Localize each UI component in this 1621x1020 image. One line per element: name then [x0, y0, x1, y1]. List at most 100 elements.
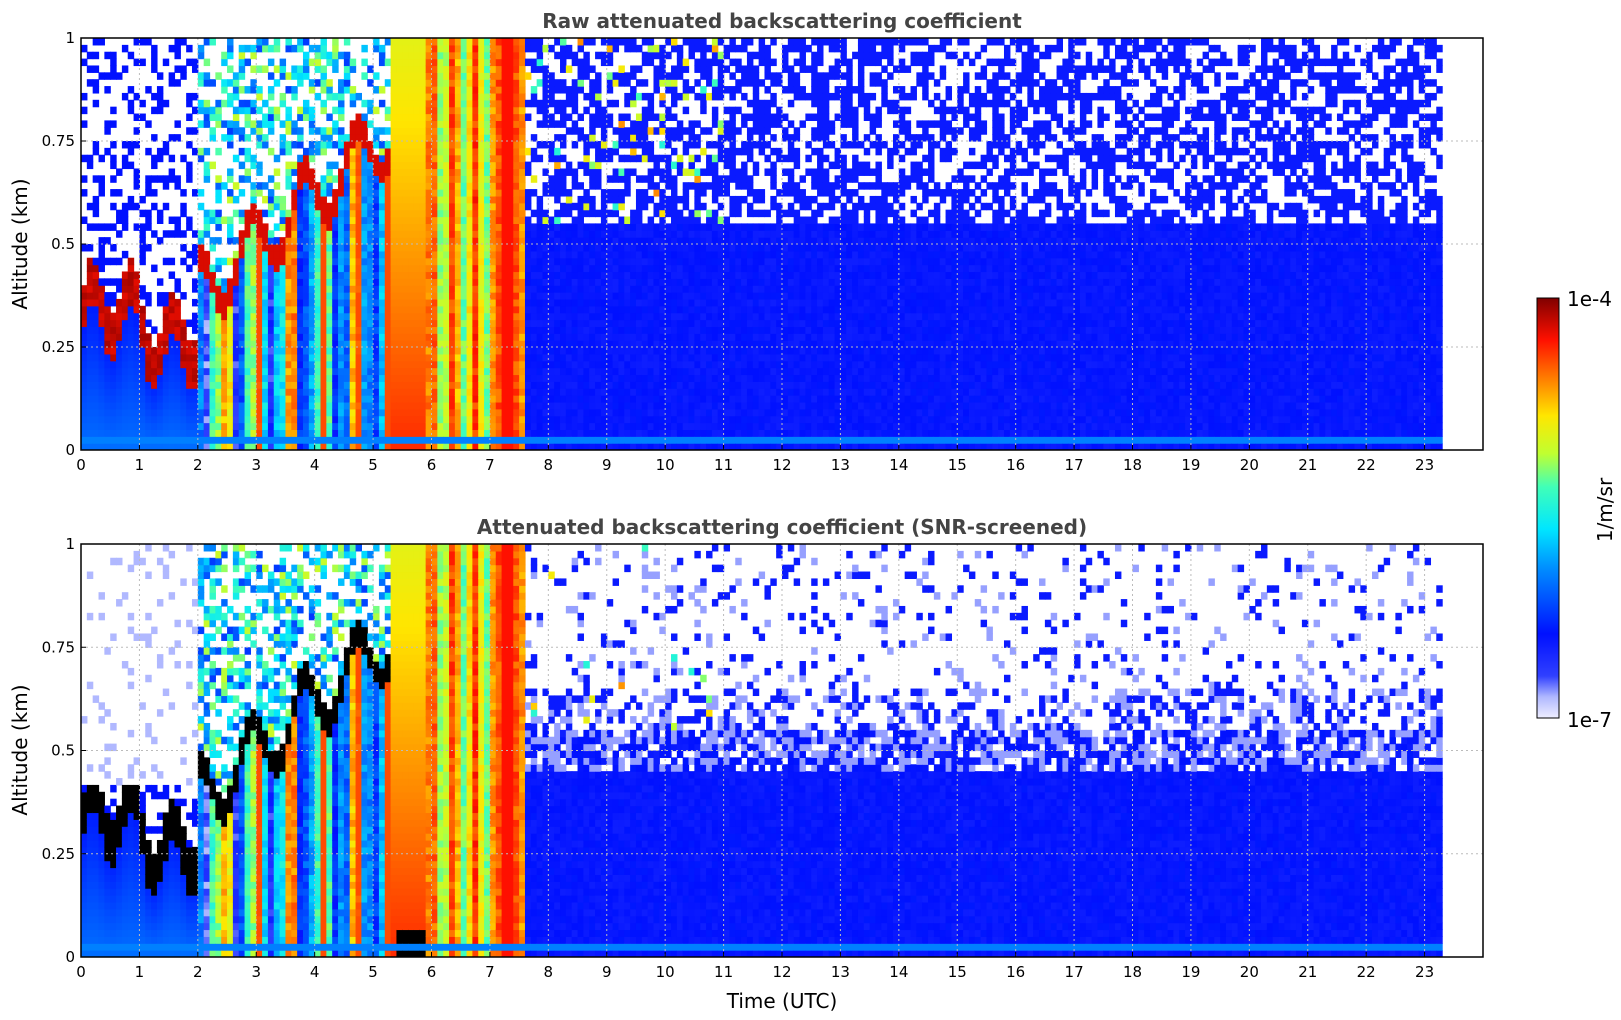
heatmap-cell [536, 312, 544, 321]
heatmap-cell [560, 347, 567, 355]
heatmap-cell [133, 305, 141, 314]
heatmap-cell [361, 429, 368, 437]
heatmap-cell [507, 237, 514, 245]
heatmap-cell [560, 86, 567, 94]
heatmap-cell [507, 216, 514, 224]
heatmap-cell [367, 285, 374, 293]
heatmap-cell [279, 264, 287, 273]
heatmap-cell [565, 51, 573, 60]
heatmap-cell [489, 367, 497, 376]
heatmap-cell [653, 285, 660, 293]
heatmap-cell [472, 86, 479, 94]
heatmap-cell [560, 134, 567, 142]
heatmap-cell [297, 443, 304, 450]
heatmap-cell [647, 58, 655, 67]
heatmap-cell [548, 443, 555, 450]
heatmap-cell [484, 216, 491, 224]
heatmap-cell [314, 360, 322, 369]
heatmap-cell [630, 305, 637, 314]
heatmap-cell [302, 319, 310, 327]
heatmap-cell [624, 292, 631, 300]
heatmap-cell [215, 264, 222, 273]
heatmap-cell [221, 285, 228, 293]
heatmap-cell [81, 244, 88, 252]
heatmap-cell [127, 147, 135, 156]
heatmap-cell [513, 292, 520, 300]
heatmap-cell [571, 429, 579, 437]
heatmap-cell [419, 367, 427, 376]
heatmap-cell [489, 79, 497, 87]
heatmap-cell [589, 298, 596, 307]
heatmap-cell [589, 141, 596, 149]
heatmap-cell [542, 92, 549, 101]
heatmap-cell [595, 92, 602, 101]
heatmap-cell [297, 257, 304, 266]
heatmap-cell [197, 147, 205, 156]
heatmap-cell [332, 237, 339, 245]
heatmap-cell [343, 353, 351, 362]
heatmap-cell [291, 141, 298, 149]
heatmap-cell [139, 388, 146, 396]
heatmap-cell [390, 79, 398, 87]
heatmap-cell [110, 65, 117, 73]
heatmap-cell [653, 388, 660, 396]
heatmap-cell [530, 429, 538, 437]
heatmap-cell [110, 408, 117, 417]
heatmap-cell [671, 271, 678, 279]
heatmap-cell [513, 443, 520, 450]
heatmap-cell [349, 202, 357, 211]
heatmap-cell [478, 99, 485, 108]
heatmap-cell [361, 175, 368, 183]
heatmap-cell [355, 161, 362, 170]
heatmap-cell [589, 209, 596, 218]
heatmap-cell [466, 401, 473, 410]
heatmap-cell [367, 333, 374, 341]
heatmap-cell [495, 79, 503, 87]
heatmap-cell [419, 353, 427, 362]
heatmap-cell [145, 86, 152, 94]
heatmap-cell [86, 278, 94, 286]
heatmap-cell [156, 147, 164, 156]
heatmap-cell [203, 395, 211, 403]
heatmap-cell [589, 202, 596, 211]
heatmap-cell [361, 223, 368, 231]
heatmap-cell [589, 312, 596, 321]
heatmap-cell [513, 127, 520, 135]
heatmap-cell [110, 312, 117, 321]
heatmap-cell [98, 429, 105, 437]
heatmap-cell [367, 141, 374, 149]
heatmap-cell [536, 347, 544, 355]
heatmap-cell [408, 305, 415, 314]
heatmap-cell [250, 271, 257, 279]
heatmap-cell [624, 99, 631, 108]
heatmap-cell [209, 237, 216, 245]
heatmap-cell [571, 223, 579, 231]
heatmap-cell [449, 244, 456, 252]
heatmap-cell [378, 360, 386, 369]
heatmap-cell [548, 415, 555, 424]
heatmap-cell [191, 367, 199, 376]
heatmap-cell [443, 250, 450, 259]
heatmap-cell [250, 347, 257, 355]
heatmap-cell [279, 305, 287, 314]
heatmap-cell [338, 278, 345, 286]
heatmap-cell [449, 257, 456, 266]
heatmap-cell [589, 374, 596, 382]
heatmap-cell [127, 195, 135, 204]
heatmap-cell [361, 381, 368, 389]
heatmap-cell [232, 381, 240, 389]
heatmap-cell [565, 99, 573, 108]
heatmap-cell [437, 381, 444, 389]
heatmap-cell [326, 86, 333, 94]
heatmap-cell [191, 106, 199, 115]
heatmap-cell [431, 65, 438, 73]
heatmap-cell [519, 333, 526, 341]
heatmap-cell [501, 305, 509, 314]
heatmap-cell [338, 189, 345, 197]
heatmap-cell [484, 374, 491, 382]
heatmap-cell [659, 202, 666, 211]
heatmap-cell [121, 285, 129, 293]
heatmap-cell [373, 202, 380, 211]
heatmap-cell [186, 353, 193, 362]
heatmap-cell [466, 141, 473, 149]
